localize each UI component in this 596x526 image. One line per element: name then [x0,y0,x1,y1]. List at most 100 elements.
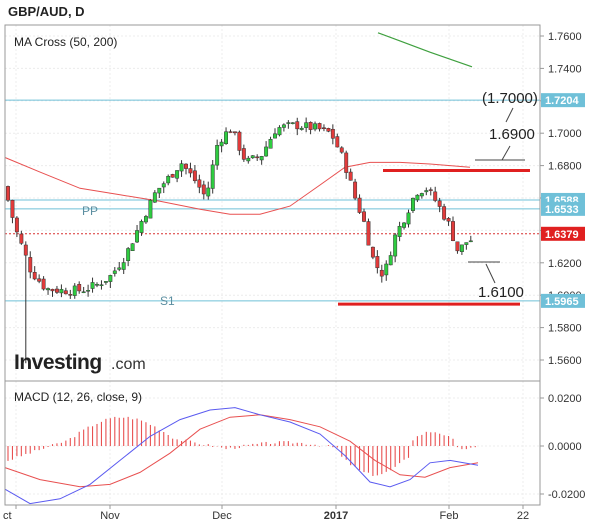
macd-tick-label: 0.0200 [548,393,582,405]
candle-down [170,174,175,178]
macd-line [4,407,479,505]
candle-down [201,184,206,195]
candle-up [166,175,171,184]
candle-down [375,256,380,269]
candle-down [357,197,362,213]
candle-down [344,152,349,173]
candle-down [330,128,335,139]
candle-up [411,197,415,211]
candle-up [81,291,86,294]
time-tick-label: Nov [100,510,120,522]
candle-up [384,263,389,276]
candle-up [148,199,153,219]
candle-up [259,156,264,161]
candle-up [157,187,162,194]
candle-up [304,122,309,128]
candle-up [135,230,140,243]
candle-down [317,123,322,130]
candle-up [397,225,402,237]
price-tick-label: 1.5600 [548,355,582,367]
macd-label: MACD (12, 26, close, 9) [14,390,142,404]
ma-fast-line [4,157,471,215]
candle-up [95,284,99,286]
candle-down [370,246,375,258]
annotation-1-7000: (1.7000) [482,90,538,107]
candle-down [63,290,68,295]
candle-down [228,131,233,133]
candle-up [86,290,91,292]
candle-down [442,206,447,220]
pp-label: PP [82,204,98,218]
candle-up [130,243,135,251]
price-tick-label: 1.6200 [548,258,582,270]
candle-up [59,289,64,294]
annotation-leader [485,263,496,284]
price-tick-label: 1.7400 [548,63,582,75]
macd-signal-line [4,414,479,488]
candle-up [281,124,286,128]
candle-down [241,148,246,160]
chart-title: GBP/AUD, D [8,4,85,19]
candle-down [366,221,371,246]
candle-down [41,278,46,290]
candle-down [23,244,28,256]
watermark: Investing [14,351,102,374]
candle-down [437,200,442,207]
candle-up [419,193,424,197]
candle-down [348,171,353,181]
candle-up [46,288,50,291]
candle-up [108,275,113,282]
candle-down [14,217,19,233]
candle-up [277,127,282,136]
candle-up [112,270,117,274]
candle-down [446,218,451,222]
candle-down [10,199,15,218]
candle-up [139,221,144,233]
candle-up [126,248,131,262]
candle-down [362,211,366,222]
candle-up [206,187,211,197]
candle-down [455,241,460,252]
candle-up [117,267,122,270]
candle-down [433,191,438,201]
candle-down [237,131,242,151]
candle-down [353,181,358,199]
candle-up [299,127,304,130]
candle-down [19,233,24,244]
candle-down [50,288,55,292]
candle-down [379,269,384,277]
watermark-suffix: .com [111,356,146,373]
candle-up [175,170,180,179]
candle-up [161,183,166,188]
price-tick-label: 1.5800 [548,323,582,335]
candle-up [72,285,77,296]
candle-up [99,284,104,286]
price-tag [541,201,585,216]
candle-down [32,272,37,280]
candle-up [224,131,229,144]
time-tick-label: Feb [440,510,459,522]
price-tag-label: 1.6533 [545,204,579,216]
candle-down [55,288,59,293]
candle-up [210,164,215,189]
candle-up [152,192,157,203]
candle-up [313,123,318,130]
annotation-leader [501,145,511,161]
price-tag-label: 1.6379 [545,229,579,241]
candle-up [388,255,393,266]
candle-down [326,128,331,132]
candle-down [322,127,326,129]
candle-up [286,122,291,124]
price-tag [541,93,585,108]
candle-down [339,147,344,153]
candle-up [179,163,184,172]
candle-up [90,282,95,289]
candle-down [255,156,260,159]
candle-down [6,186,10,201]
candle-down [37,278,42,282]
macd-tick-label: -0.0200 [548,489,585,501]
candle-down [308,121,313,130]
candle-up [219,141,224,147]
candle-down [184,163,188,169]
